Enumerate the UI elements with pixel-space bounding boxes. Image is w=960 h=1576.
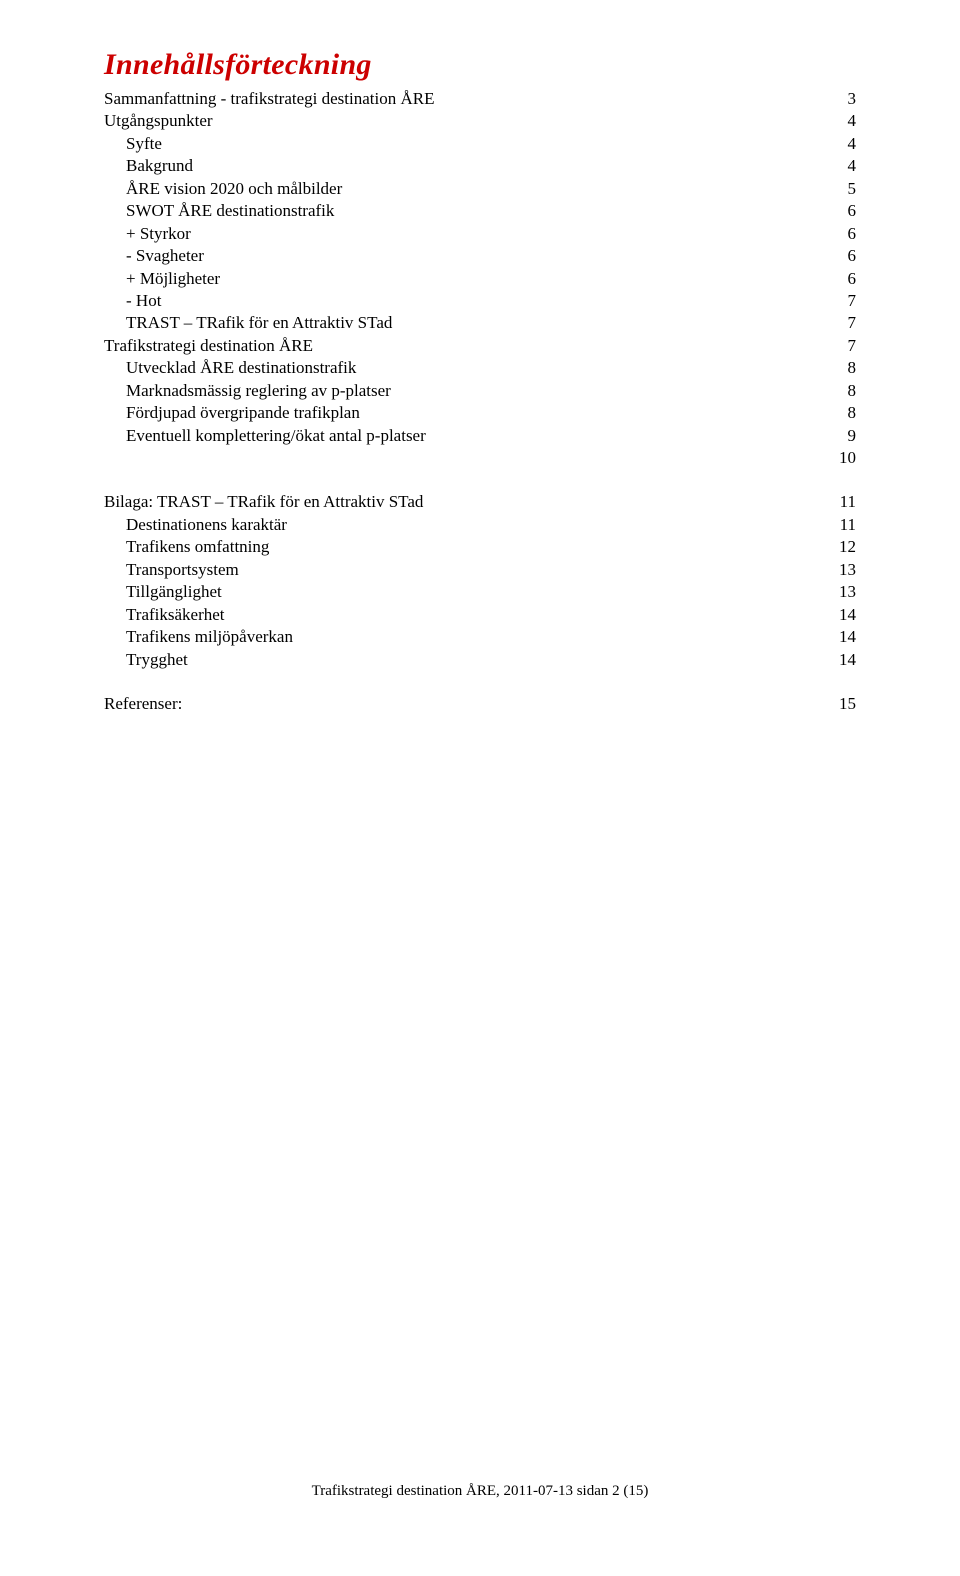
toc-entry-label: Utvecklad ÅRE destinationstrafik [126,357,356,379]
toc-entry-label: - Svagheter [126,245,204,267]
toc-entry-page: 8 [848,402,857,424]
toc-entry: Sammanfattning - trafikstrategi destinat… [104,88,856,110]
toc-entry-label: Trafikens omfattning [126,536,269,558]
toc-entry: Tillgänglighet 13 [104,581,856,603]
toc-entry-label: Utgångspunkter [104,110,213,132]
toc-entry-page: 10 [839,447,856,469]
toc-entry-label: ÅRE vision 2020 och målbilder [126,178,342,200]
toc-entry-page: 6 [848,245,857,267]
toc-entry: TRAST – TRafik för en Attraktiv STad 7 [104,312,856,334]
toc-entry-label: Trafikens miljöpåverkan [126,626,293,648]
toc-entry-page: 14 [839,649,856,671]
toc-entry: - Svagheter 6 [104,245,856,267]
toc-entry-page: 13 [839,559,856,581]
toc-entry-label: Referenser: [104,693,182,715]
toc-entry-page: 13 [839,581,856,603]
toc-entry-page: 7 [848,312,857,334]
toc-entry: + Styrkor 6 [104,223,856,245]
toc-entry: Bilaga: TRAST – TRafik för en Attraktiv … [104,491,856,513]
toc-entry-label: + Möjligheter [126,268,220,290]
toc-entry-label: Trygghet [126,649,188,671]
toc-entry-label: Fördjupad övergripande trafikplan [126,402,360,424]
toc-entry-page: 8 [848,357,857,379]
toc-entry: ÅRE vision 2020 och målbilder 5 [104,178,856,200]
toc-entry-page: 12 [839,536,856,558]
toc-entry-page: 4 [848,133,857,155]
toc-entry-label: Transportsystem [126,559,239,581]
table-of-contents: Sammanfattning - trafikstrategi destinat… [104,88,856,715]
toc-entry: Utgångspunkter 4 [104,110,856,132]
toc-entry-label: Bakgrund [126,155,193,177]
toc-entry-label: Eventuell komplettering/ökat antal p-pla… [126,425,426,447]
toc-entry-label: Syfte [126,133,162,155]
toc-entry-label: Sammanfattning - trafikstrategi destinat… [104,88,434,110]
toc-entry-page: 14 [839,626,856,648]
toc-entry-label: Trafikstrategi destination ÅRE [104,335,313,357]
toc-entry-page: 7 [848,335,857,357]
toc-entry-page: 5 [848,178,857,200]
toc-entry-label: Destinationens karaktär [126,514,287,536]
toc-entry-page: 3 [848,88,857,110]
toc-title: Innehållsförteckning [104,48,856,82]
toc-entry: + Möjligheter 6 [104,268,856,290]
toc-entry-label: Tillgänglighet [126,581,222,603]
toc-entry: 10 [104,447,856,469]
toc-entry-label: Trafiksäkerhet [126,604,225,626]
toc-entry: Trafikens miljöpåverkan 14 [104,626,856,648]
toc-entry-page: 6 [848,200,857,222]
toc-entry: Trafikens omfattning 12 [104,536,856,558]
toc-entry-page: 15 [839,693,856,715]
toc-entry: Utvecklad ÅRE destinationstrafik 8 [104,357,856,379]
toc-entry-page: 6 [848,223,857,245]
toc-entry: Trygghet 14 [104,649,856,671]
toc-entry: Syfte 4 [104,133,856,155]
toc-entry: Transportsystem 13 [104,559,856,581]
toc-entry-label: - Hot [126,290,161,312]
toc-entry-page: 11 [840,514,856,536]
toc-entry-page: 9 [848,425,857,447]
toc-entry-label: Bilaga: TRAST – TRafik för en Attraktiv … [104,491,423,513]
toc-entry: Bakgrund 4 [104,155,856,177]
toc-entry-page: 7 [848,290,857,312]
toc-entry-page: 4 [848,155,857,177]
toc-entry: Trafikstrategi destination ÅRE 7 [104,335,856,357]
toc-entry-label: + Styrkor [126,223,191,245]
page-footer: Trafikstrategi destination ÅRE, 2011-07-… [0,1483,960,1500]
toc-entry-page: 4 [848,110,857,132]
page: Innehållsförteckning Sammanfattning - tr… [0,0,960,715]
toc-entry-page: 8 [848,380,857,402]
toc-entry: Referenser: 15 [104,693,856,715]
toc-entry-page: 6 [848,268,857,290]
toc-entry-label: Marknadsmässig reglering av p-platser [126,380,391,402]
toc-entry: Fördjupad övergripande trafikplan 8 [104,402,856,424]
toc-entry: Destinationens karaktär 11 [104,514,856,536]
toc-entry-page: 11 [840,491,856,513]
toc-entry-label: SWOT ÅRE destinationstrafik [126,200,334,222]
toc-entry: Trafiksäkerhet 14 [104,604,856,626]
toc-entry-page: 14 [839,604,856,626]
toc-entry: - Hot 7 [104,290,856,312]
toc-entry: Eventuell komplettering/ökat antal p-pla… [104,425,856,447]
toc-entry: Marknadsmässig reglering av p-platser 8 [104,380,856,402]
toc-entry-label: TRAST – TRafik för en Attraktiv STad [126,312,392,334]
toc-entry: SWOT ÅRE destinationstrafik 6 [104,200,856,222]
